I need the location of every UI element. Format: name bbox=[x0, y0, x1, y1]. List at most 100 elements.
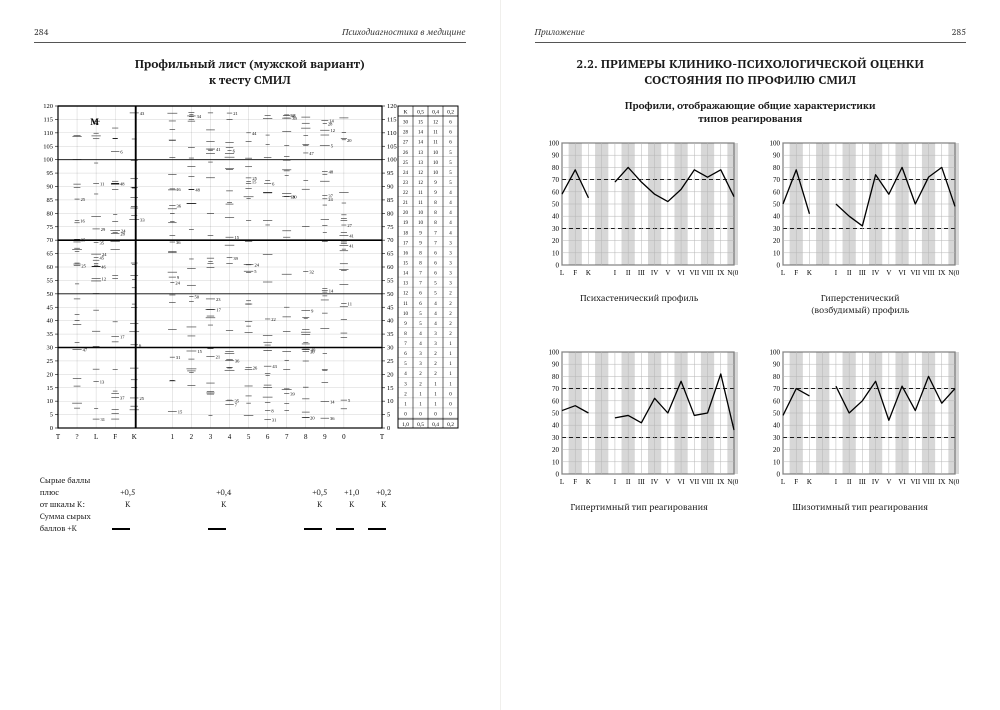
svg-text:80: 80 bbox=[773, 164, 781, 172]
svg-text:III: III bbox=[638, 478, 646, 486]
svg-text:I: I bbox=[835, 269, 838, 277]
svg-text:IX: IX bbox=[938, 269, 945, 277]
svg-text:V: V bbox=[887, 269, 892, 277]
svg-text:VI: VI bbox=[678, 269, 686, 277]
svg-text:4: 4 bbox=[419, 342, 422, 347]
svg-text:19: 19 bbox=[403, 221, 409, 226]
svg-text:21: 21 bbox=[403, 201, 409, 206]
svg-text:0: 0 bbox=[404, 413, 407, 418]
svg-text:5: 5 bbox=[247, 433, 251, 441]
svg-text:2: 2 bbox=[449, 292, 452, 297]
svg-text:8: 8 bbox=[419, 252, 422, 257]
svg-text:8: 8 bbox=[404, 332, 407, 337]
svg-text:32: 32 bbox=[309, 270, 314, 275]
svg-text:27: 27 bbox=[403, 141, 409, 146]
svg-text:24: 24 bbox=[254, 263, 259, 268]
chart-svg: 0102030405060708090100LFKIIIIIIIVVVIVIIV… bbox=[540, 137, 738, 287]
svg-text:F: F bbox=[795, 269, 799, 277]
svg-text:25: 25 bbox=[46, 358, 53, 365]
svg-text:95: 95 bbox=[387, 170, 394, 177]
svg-text:0,4: 0,4 bbox=[432, 110, 439, 116]
svg-text:70: 70 bbox=[552, 385, 560, 393]
svg-text:41: 41 bbox=[349, 244, 354, 249]
svg-text:6: 6 bbox=[272, 182, 275, 187]
chart-caption: Психастенический профиль bbox=[540, 293, 738, 304]
svg-text:6: 6 bbox=[419, 302, 422, 307]
svg-text:70: 70 bbox=[552, 176, 560, 184]
svg-text:30: 30 bbox=[387, 345, 394, 352]
svg-text:7: 7 bbox=[434, 242, 437, 247]
svg-text:L: L bbox=[781, 478, 785, 486]
svg-text:9: 9 bbox=[323, 433, 327, 441]
svg-text:30: 30 bbox=[773, 434, 781, 442]
svg-text:I: I bbox=[614, 478, 617, 486]
svg-text:2: 2 bbox=[434, 372, 437, 377]
svg-text:120: 120 bbox=[43, 103, 53, 110]
svg-text:10: 10 bbox=[552, 458, 560, 466]
svg-text:10: 10 bbox=[418, 211, 424, 216]
svg-text:90: 90 bbox=[773, 361, 781, 369]
svg-text:N(0): N(0) bbox=[728, 478, 739, 486]
svg-text:L: L bbox=[94, 433, 98, 441]
svg-text:6: 6 bbox=[120, 150, 123, 155]
svg-text:90: 90 bbox=[773, 152, 781, 160]
chart-psychasthenic: 0102030405060708090100LFKIIIIIIIVVVIVIIV… bbox=[540, 137, 738, 316]
svg-text:70: 70 bbox=[773, 385, 781, 393]
svg-text:F: F bbox=[113, 433, 117, 441]
svg-text:0: 0 bbox=[342, 433, 346, 441]
svg-text:17: 17 bbox=[403, 242, 409, 247]
svg-text:75: 75 bbox=[46, 224, 53, 231]
svg-text:10: 10 bbox=[387, 398, 394, 405]
svg-text:24: 24 bbox=[175, 281, 180, 286]
svg-text:0: 0 bbox=[419, 413, 422, 418]
profile-sheet-title: Профильный лист (мужской вариант) к тест… bbox=[34, 57, 466, 88]
svg-text:9: 9 bbox=[419, 242, 422, 247]
svg-text:F: F bbox=[574, 478, 578, 486]
svg-text:50: 50 bbox=[773, 409, 781, 417]
svg-text:VIII: VIII bbox=[923, 478, 936, 486]
svg-text:100: 100 bbox=[770, 348, 781, 356]
svg-text:III: III bbox=[638, 269, 646, 277]
svg-text:VIII: VIII bbox=[923, 269, 936, 277]
svg-text:50: 50 bbox=[46, 291, 53, 298]
svg-text:12: 12 bbox=[403, 292, 409, 297]
svg-text:100: 100 bbox=[770, 140, 781, 148]
book-spread: 284 Психодиагностика в медицине Профильн… bbox=[0, 0, 1000, 710]
svg-text:VII: VII bbox=[911, 478, 921, 486]
svg-text:22: 22 bbox=[271, 317, 276, 322]
svg-text:40: 40 bbox=[773, 213, 781, 221]
svg-text:14: 14 bbox=[329, 289, 334, 294]
svg-text:F: F bbox=[574, 269, 578, 277]
svg-text:L: L bbox=[781, 269, 785, 277]
svg-text:7: 7 bbox=[419, 272, 422, 277]
svg-text:8: 8 bbox=[434, 211, 437, 216]
svg-text:6: 6 bbox=[404, 352, 407, 357]
svg-text:VII: VII bbox=[690, 478, 700, 486]
svg-text:115: 115 bbox=[43, 117, 53, 124]
svg-text:50: 50 bbox=[194, 295, 199, 300]
svg-text:37: 37 bbox=[328, 194, 333, 199]
svg-text:15: 15 bbox=[197, 349, 202, 354]
chart-hypersthenic: 0102030405060708090100LFKIIIIIIIVVVIVIIV… bbox=[761, 137, 959, 316]
svg-text:26: 26 bbox=[252, 365, 257, 370]
svg-text:3: 3 bbox=[449, 262, 452, 267]
running-title: Приложение bbox=[535, 26, 585, 38]
chart-caption: Шизотимный тип реагирования bbox=[761, 502, 959, 513]
svg-text:2: 2 bbox=[189, 433, 193, 441]
svg-text:IX: IX bbox=[717, 269, 724, 277]
svg-text:10: 10 bbox=[433, 171, 439, 176]
svg-text:16: 16 bbox=[80, 219, 85, 224]
svg-text:110: 110 bbox=[387, 130, 397, 137]
svg-text:37: 37 bbox=[120, 395, 125, 400]
svg-text:II: II bbox=[847, 478, 852, 486]
svg-text:80: 80 bbox=[552, 373, 560, 381]
svg-text:2: 2 bbox=[419, 372, 422, 377]
svg-text:0,2: 0,2 bbox=[447, 110, 454, 116]
svg-text:T: T bbox=[380, 433, 385, 441]
section-heading: 2.2. ПРИМЕРЫ КЛИНИКО-ПСИХОЛОГИЧЕСКОЙ ОЦЕ… bbox=[535, 57, 967, 89]
svg-text:3: 3 bbox=[449, 252, 452, 257]
svg-text:40: 40 bbox=[387, 318, 394, 325]
svg-text:4: 4 bbox=[228, 433, 232, 441]
svg-text:35: 35 bbox=[387, 331, 394, 338]
svg-text:40: 40 bbox=[773, 422, 781, 430]
